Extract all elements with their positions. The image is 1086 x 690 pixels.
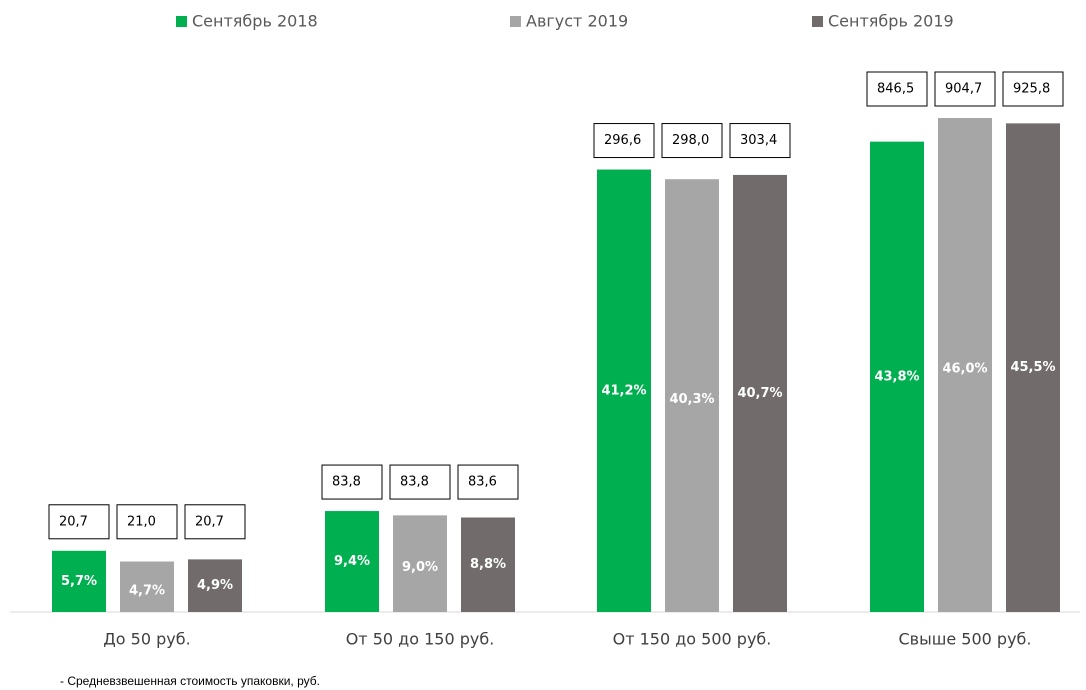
price-box	[48, 504, 110, 540]
bar	[188, 559, 242, 612]
bar	[461, 517, 515, 612]
price-label: 298,0	[672, 133, 709, 148]
price-box	[321, 464, 383, 500]
price-box	[457, 464, 519, 500]
bar	[665, 179, 719, 612]
bar	[733, 174, 787, 612]
value-label: 4,7%	[129, 583, 165, 598]
price-label: 21,0	[127, 514, 156, 529]
price-label: 846,5	[877, 82, 914, 97]
legend-swatch	[176, 16, 187, 27]
price-label: 20,7	[195, 514, 224, 529]
price-box	[1002, 71, 1064, 107]
value-label: 43,8%	[874, 369, 919, 384]
price-box	[934, 71, 996, 107]
price-box	[389, 464, 451, 500]
bar	[393, 515, 447, 612]
price-label: 925,8	[1013, 82, 1050, 97]
price-label: 296,6	[604, 133, 641, 148]
price-box	[184, 504, 246, 540]
x-tick-label: До 50 руб.	[103, 630, 190, 649]
price-box	[593, 123, 655, 159]
bar	[1006, 123, 1060, 612]
price-label: 83,8	[332, 475, 361, 490]
value-label: 9,0%	[402, 560, 438, 575]
price-label: 20,7	[59, 514, 88, 529]
value-label: 4,9%	[197, 578, 233, 593]
price-box	[866, 71, 928, 107]
value-label: 9,4%	[334, 554, 370, 569]
price-box	[661, 123, 723, 159]
bar	[52, 550, 106, 612]
note: - Средневзвешенная стоимость упаковки, р…	[60, 674, 320, 688]
value-label: 5,7%	[61, 574, 97, 589]
bar	[870, 141, 924, 612]
value-label: 40,7%	[737, 386, 782, 401]
value-label: 46,0%	[942, 362, 987, 377]
x-tick-label: От 150 до 500 руб.	[613, 630, 772, 649]
x-tick-label: От 50 до 150 руб.	[346, 630, 495, 649]
legend-label: Август 2019	[526, 12, 628, 31]
legend-swatch	[510, 16, 521, 27]
legend-label: Сентябрь 2019	[828, 12, 954, 31]
price-label: 83,6	[468, 475, 497, 490]
value-label: 40,3%	[669, 392, 714, 407]
value-label: 41,2%	[601, 383, 646, 398]
price-label: 83,8	[400, 475, 429, 490]
price-label: 303,4	[740, 133, 777, 148]
bar	[938, 118, 992, 612]
bar	[325, 511, 379, 612]
x-tick-label: Свыше 500 руб.	[898, 630, 1031, 649]
value-label: 8,8%	[470, 557, 506, 572]
legend-label: Сентябрь 2018	[192, 12, 318, 31]
bar	[120, 561, 174, 612]
price-label: 904,7	[945, 82, 982, 97]
price-box	[729, 123, 791, 159]
legend-swatch	[812, 16, 823, 27]
price-box	[116, 504, 178, 540]
value-label: 45,5%	[1010, 360, 1055, 375]
bar	[597, 169, 651, 612]
